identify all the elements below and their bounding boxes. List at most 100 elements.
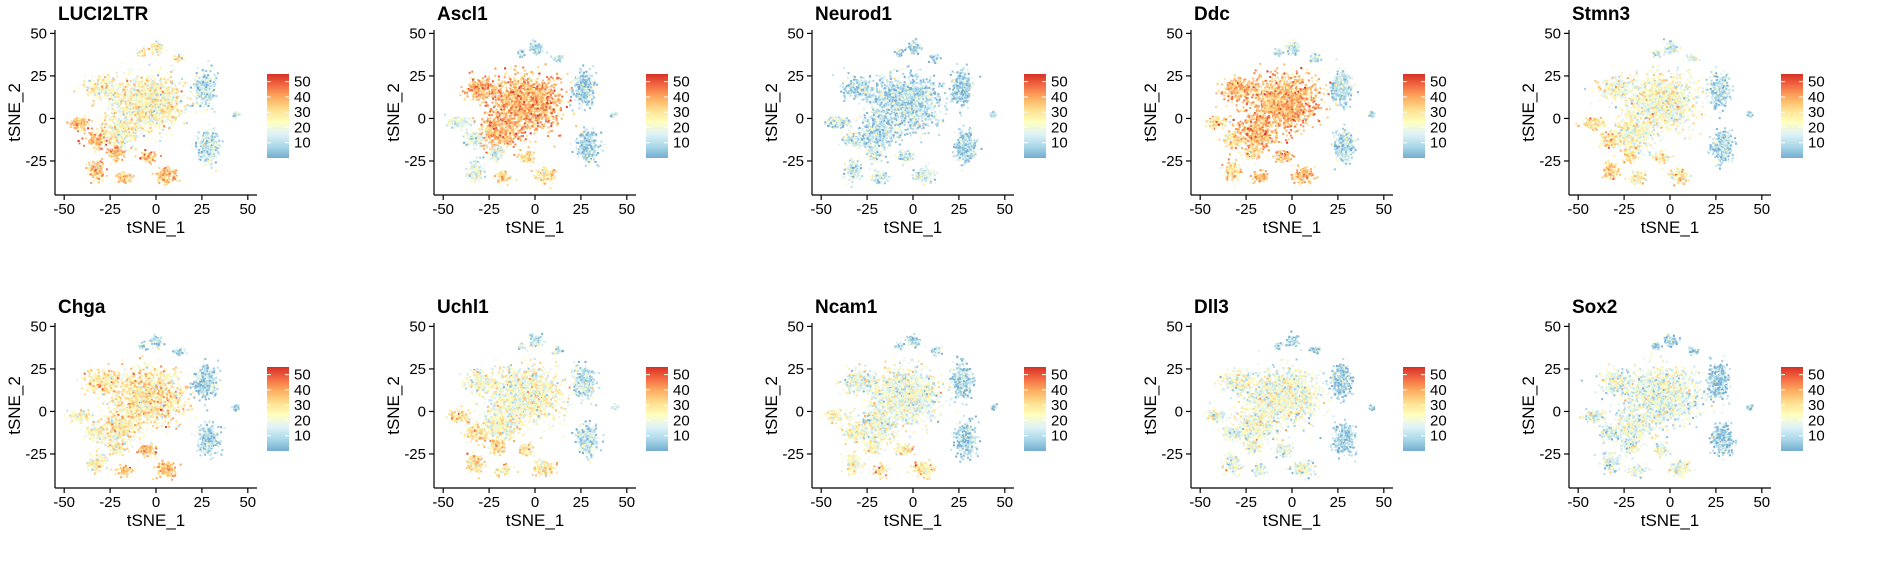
cell-point [157,54,160,57]
cell-point [495,114,498,117]
cell-point [155,110,158,113]
cell-point [541,90,544,93]
cell-point [204,154,207,157]
cell-point [200,99,203,102]
cell-point [139,119,142,122]
cell-point [149,82,152,85]
cell-point [158,104,161,107]
cell-point [151,117,154,120]
cell-point [159,106,162,109]
cell-point [520,117,523,120]
cell-point [129,108,132,111]
cell-point [173,55,176,58]
cell-point [148,102,151,105]
cell-point [156,88,159,91]
cell-point [210,91,213,94]
cell-point [123,118,126,121]
cell-point [507,118,510,121]
cell-point [108,138,111,141]
cell-point [499,87,502,90]
cell-point [152,84,155,87]
cell-point [166,108,169,111]
cell-point [176,56,179,59]
cell-point [165,99,168,102]
cell-point [147,127,150,130]
cell-point [211,143,214,146]
cell-point [84,121,87,124]
cell-point [122,121,125,124]
cell-point [533,128,536,131]
cell-point [163,183,166,186]
cell-point [140,95,143,98]
cell-point [109,151,112,154]
cell-point [91,88,94,91]
cell-point [550,84,553,87]
cell-point [124,174,127,177]
cell-point [119,141,122,144]
cell-point [124,100,127,103]
cell-point [98,172,101,175]
cell-point [119,120,122,123]
cell-point [107,104,110,107]
cell-point [214,75,217,78]
cell-point [160,49,163,52]
cell-point [200,150,203,153]
cell-point [152,114,155,117]
cell-point [85,163,88,166]
cell-point [136,116,139,119]
cell-point [103,94,106,97]
cell-point [520,99,523,102]
cell-point [104,112,107,115]
cell-point [527,114,530,117]
cell-point [184,111,187,114]
cell-point [528,95,531,98]
cell-point [564,93,567,96]
cell-point [109,92,112,95]
cell-point [141,102,144,105]
cell-point [551,97,554,100]
cell-point [172,170,175,173]
cell-point [514,109,517,112]
cell-point [172,118,175,121]
cell-point [126,132,129,135]
cell-point [98,75,101,78]
cell-point [555,104,558,107]
cell-point [162,181,165,184]
cell-point [144,90,147,93]
cell-point [161,116,164,119]
cell-point [130,133,133,136]
cell-point [540,100,543,103]
cell-point [162,124,165,127]
cell-point [78,121,81,124]
cell-point [482,101,485,104]
cell-point [113,141,116,144]
cell-point [159,43,162,46]
cell-point [68,122,71,125]
cell-point [131,117,134,120]
cell-point [210,158,213,161]
cell-point [166,88,169,91]
cell-point [523,122,526,125]
cell-point [532,116,535,119]
cell-point [106,87,109,90]
cell-point [540,82,543,85]
cell-point [144,155,147,158]
cell-point [115,143,118,146]
cell-point [91,139,94,142]
cell-point [156,123,159,126]
cell-point [104,80,107,83]
cell-point [109,82,112,85]
cell-point [521,107,524,110]
cell-point [512,117,515,120]
cell-point [206,131,209,134]
cell-point [200,86,203,89]
cell-point [142,100,145,103]
cell-point [519,96,522,99]
cell-point [90,127,93,130]
cell-point [236,114,239,117]
cell-point [183,110,186,113]
cell-point [500,95,503,98]
cell-point [129,128,132,131]
cell-point [208,150,211,153]
cell-point [150,93,153,96]
